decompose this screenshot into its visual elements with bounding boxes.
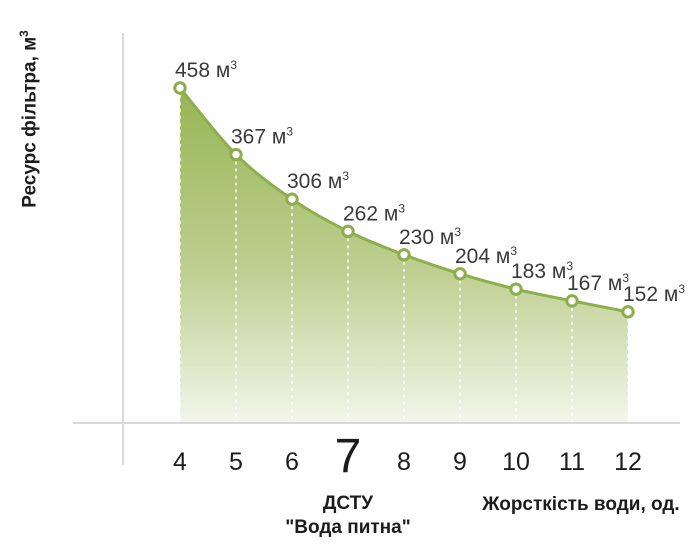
data-point-label: 230 м3 [399,225,461,249]
x-axis-label: Жорсткість води, од. [482,494,680,515]
standard-annotation-line2: "Вода питна" [285,517,411,538]
y-axis-label-text: Ресурс фільтра, м [19,36,41,208]
data-point-marker [621,305,635,319]
x-tick-label: 8 [397,448,411,476]
y-axis-label-sup: 3 [18,30,31,37]
x-tick-label: 5 [229,448,243,476]
x-tick-label: 10 [502,448,530,476]
data-point-marker [229,147,243,162]
data-point-label: 152 м3 [623,282,685,306]
series-line [178,87,629,314]
data-point-marker [397,248,411,262]
data-point-marker [453,267,467,281]
data-point-label: 306 м3 [287,169,349,193]
standard-annotation: ДСТУ "Вода питна" [238,492,458,540]
data-point-label: 458 м3 [175,58,237,82]
data-point-marker [285,192,299,206]
x-tick-label: 12 [614,448,642,476]
data-point-marker [509,282,523,296]
data-point-label: 367 м3 [231,125,293,149]
x-tick-label: 4 [173,448,187,476]
x-tick-label: 9 [453,448,467,476]
data-point-label: 262 м3 [343,201,405,225]
data-point-marker [341,224,355,239]
standard-annotation-line1: ДСТУ [322,493,374,514]
y-axis-label: Ресурс фільтра, м3 [18,9,42,229]
x-tick-label: 6 [285,448,299,476]
x-tick-label: 11 [559,448,585,476]
x-tick-label-highlight: 7 [335,430,362,483]
data-point-marker [173,81,187,95]
data-point-label: 183 м3 [511,259,573,283]
data-point-marker [565,294,579,308]
data-point-label: 167 м3 [567,271,629,295]
data-point-label: 204 м3 [455,244,517,268]
